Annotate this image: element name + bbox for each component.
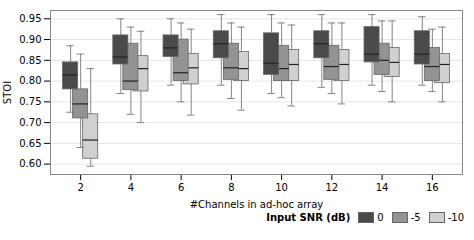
svg-text:0.70: 0.70 [19, 117, 41, 128]
svg-text:0.80: 0.80 [19, 75, 41, 86]
svg-text:0.90: 0.90 [19, 34, 41, 45]
svg-text:#Channels in ad-hoc array: #Channels in ad-hoc array [190, 199, 324, 210]
svg-text:0.85: 0.85 [19, 55, 41, 66]
svg-text:6: 6 [178, 182, 184, 193]
svg-text:16: 16 [426, 182, 439, 193]
svg-text:4: 4 [128, 182, 134, 193]
html-text:Input SNR (dB): Input SNR (dB) [266, 212, 351, 223]
svg-text:2: 2 [77, 182, 83, 193]
svg-text:0.60: 0.60 [19, 158, 41, 169]
svg-text:0.95: 0.95 [19, 13, 41, 24]
svg-text:0.75: 0.75 [19, 96, 41, 107]
svg-text:10: 10 [275, 182, 288, 193]
svg-text:8: 8 [228, 182, 234, 193]
svg-text:12: 12 [325, 182, 338, 193]
svg-text:STOI: STOI [2, 81, 13, 104]
html-text:-10: -10 [447, 212, 464, 223]
html-text:0: 0 [377, 212, 384, 223]
svg-text:0.65: 0.65 [19, 138, 41, 149]
html-text:-5: -5 [410, 212, 421, 223]
svg-text:14: 14 [376, 182, 389, 193]
